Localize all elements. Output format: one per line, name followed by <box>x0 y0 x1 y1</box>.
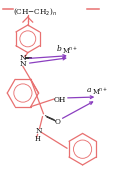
Text: M$^{n+}$: M$^{n+}$ <box>62 45 78 56</box>
Text: N: N <box>35 127 42 136</box>
Text: a: a <box>87 86 91 94</box>
Text: OH: OH <box>54 96 66 104</box>
Text: N: N <box>20 53 26 62</box>
Text: O: O <box>54 118 60 126</box>
Text: M$^{n+}$: M$^{n+}$ <box>92 87 109 97</box>
Text: (CH$-$CH$_2$)$_n$: (CH$-$CH$_2$)$_n$ <box>13 6 57 17</box>
Text: H: H <box>35 135 40 143</box>
Text: N: N <box>20 60 26 68</box>
Text: b: b <box>56 45 61 53</box>
